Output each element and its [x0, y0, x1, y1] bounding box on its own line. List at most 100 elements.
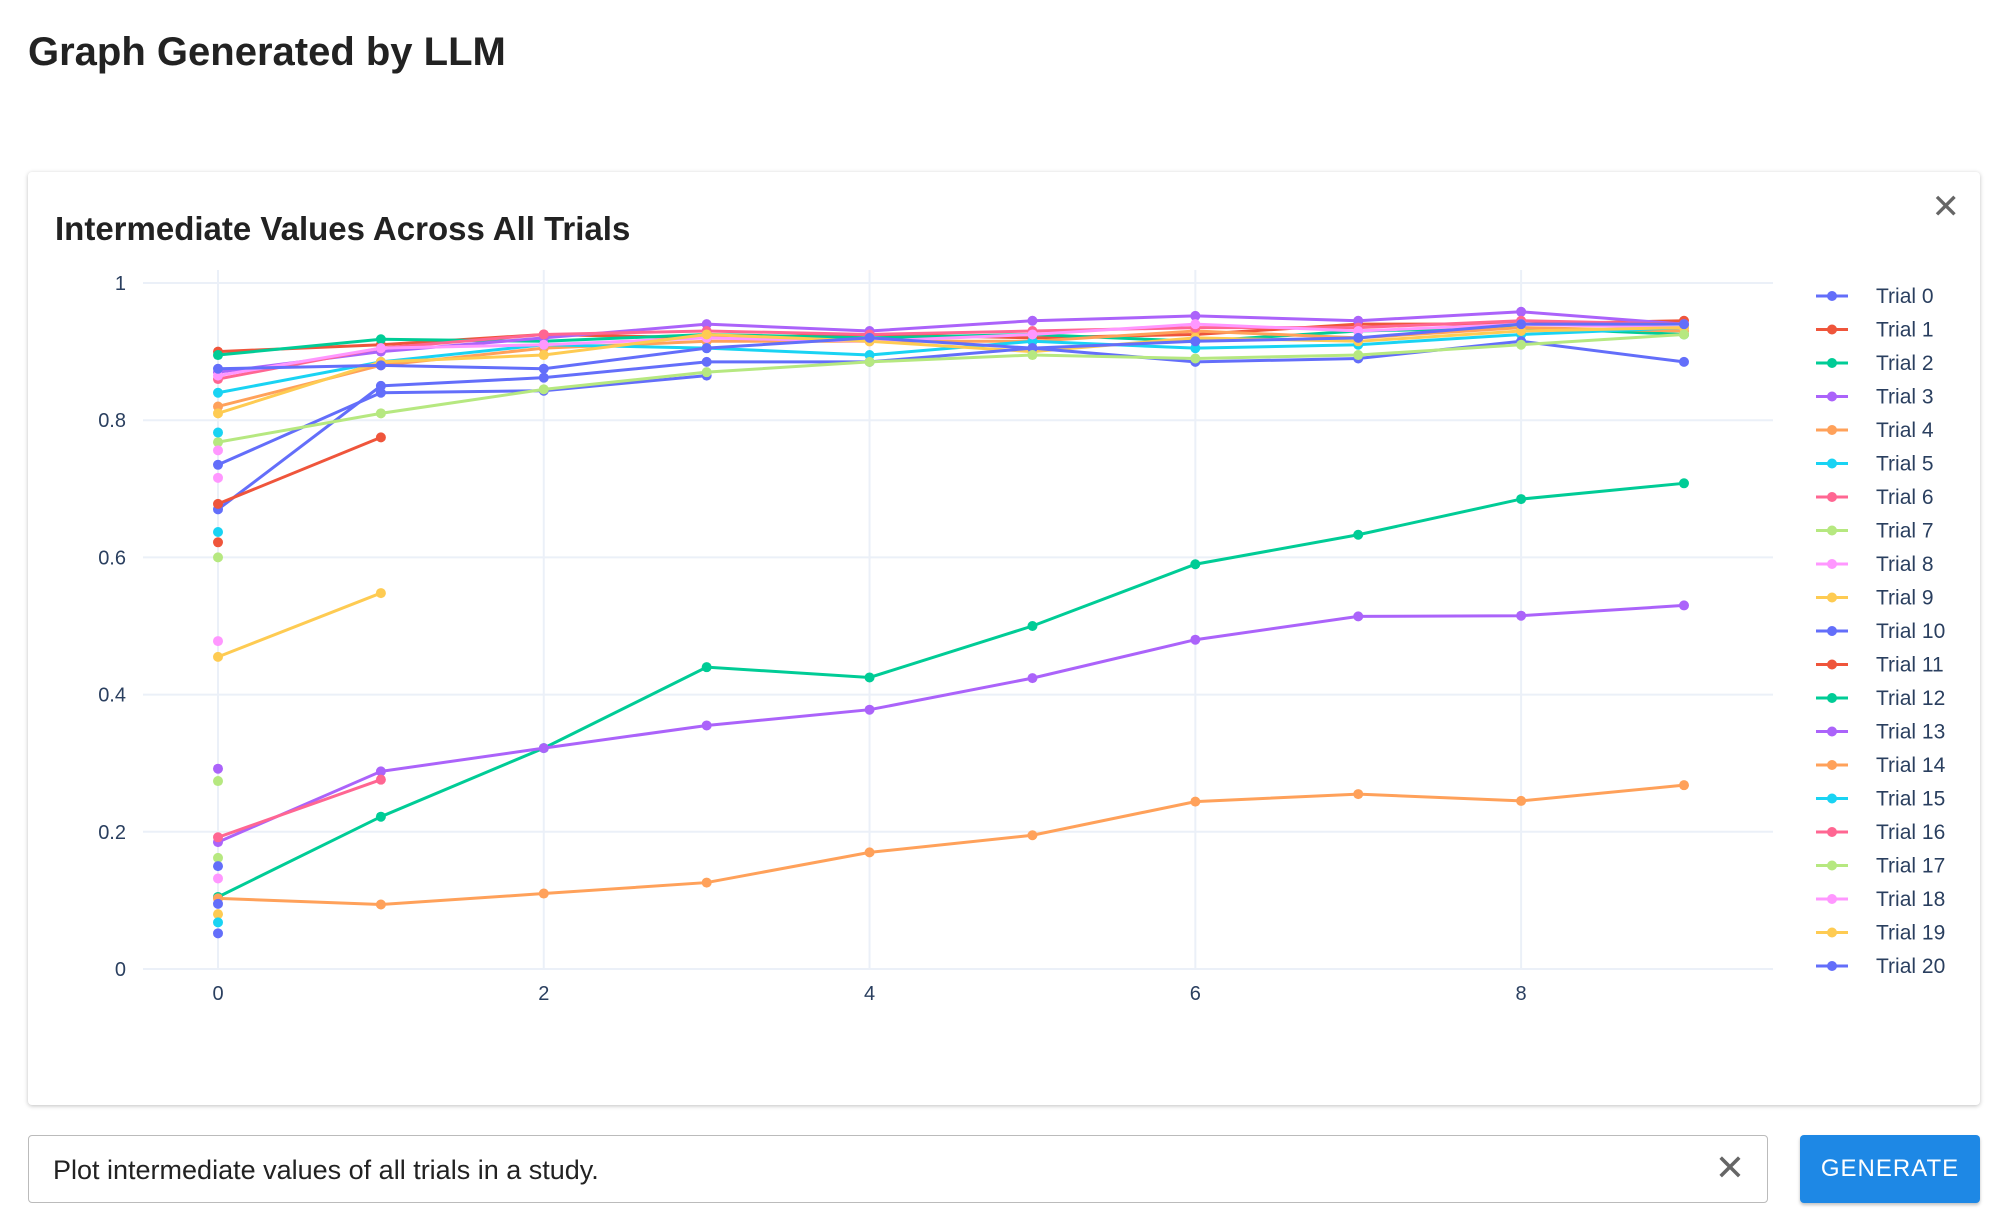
close-icon[interactable]: ✕: [1931, 188, 1961, 226]
legend-item[interactable]: Trial 12: [1816, 687, 1945, 710]
legend-marker-icon: [1827, 827, 1837, 837]
data-point: [375, 774, 386, 785]
series: [213, 427, 223, 438]
legend-label: Trial 15: [1876, 788, 1945, 811]
data-point: [1027, 336, 1038, 347]
legend-item[interactable]: Trial 18: [1816, 888, 1945, 911]
legend-item[interactable]: Trial 2: [1816, 352, 1934, 375]
series: [213, 763, 223, 774]
data-point: [1516, 319, 1527, 330]
legend-marker-icon: [1827, 592, 1837, 603]
legend-label: Trial 18: [1876, 888, 1945, 911]
data-point: [375, 899, 386, 910]
series: [213, 780, 1689, 910]
data-point: [213, 776, 223, 787]
data-point: [1027, 350, 1038, 361]
y-tick-label: 0: [115, 959, 126, 981]
y-tick-label: 0.8: [98, 410, 126, 432]
data-point: [864, 672, 875, 683]
data-point: [1190, 796, 1201, 807]
data-point: [213, 408, 223, 419]
data-point: [1516, 326, 1527, 337]
series-line: [217, 322, 1685, 378]
data-point: [864, 704, 875, 715]
series: [213, 472, 223, 483]
data-point: [213, 472, 223, 483]
data-point: [1353, 789, 1364, 800]
legend-label: Trial 4: [1876, 419, 1934, 442]
legend-label: Trial 9: [1876, 587, 1934, 610]
legend-item[interactable]: Trial 5: [1816, 453, 1934, 476]
legend-marker-icon: [1827, 760, 1837, 770]
data-point: [213, 527, 223, 538]
legend-item[interactable]: Trial 16: [1816, 821, 1945, 844]
x-tick-label: 4: [864, 983, 875, 1005]
legend-item[interactable]: Trial 0: [1816, 285, 1934, 308]
legend-item[interactable]: Trial 14: [1816, 754, 1946, 777]
data-point: [213, 651, 223, 662]
legend-item[interactable]: Trial 15: [1816, 788, 1945, 811]
legend-marker-icon: [1827, 793, 1837, 804]
data-point: [538, 350, 549, 361]
series-line: [217, 435, 382, 506]
legend-marker-icon: [1827, 391, 1837, 402]
legend-marker-icon: [1827, 458, 1837, 469]
data-point: [1679, 319, 1689, 330]
legend-item[interactable]: Trial 3: [1816, 386, 1934, 409]
data-point: [213, 387, 223, 398]
legend-item[interactable]: Trial 6: [1816, 486, 1934, 509]
data-point: [213, 909, 223, 920]
data-point: [1190, 634, 1201, 645]
data-point: [864, 356, 875, 367]
series: [213, 852, 223, 863]
series: [213, 600, 1689, 848]
data-point: [375, 334, 386, 345]
series-line: [217, 326, 1685, 408]
legend-item[interactable]: Trial 4: [1816, 419, 1934, 442]
legend-item[interactable]: Trial 13: [1816, 721, 1945, 744]
legend-item[interactable]: Trial 17: [1816, 855, 1945, 878]
series-line: [217, 326, 1685, 415]
prompt-field[interactable]: ✕: [28, 1135, 1768, 1204]
data-point: [1679, 478, 1689, 489]
legend-marker-icon: [1827, 291, 1837, 301]
data-point: [538, 384, 549, 395]
series: [213, 527, 223, 538]
legend-label: Trial 3: [1876, 386, 1934, 409]
legend-label: Trial 17: [1876, 855, 1945, 878]
legend-label: Trial 12: [1876, 687, 1945, 710]
data-point: [538, 888, 549, 899]
legend-label: Trial 5: [1876, 453, 1934, 476]
data-point: [1353, 350, 1364, 361]
legend-label: Trial 11: [1876, 654, 1944, 677]
data-point: [1679, 780, 1689, 791]
data-point: [213, 552, 223, 563]
legend-item[interactable]: Trial 19: [1816, 922, 1945, 945]
series: [213, 478, 1689, 902]
legend-item[interactable]: Trial 9: [1816, 587, 1934, 610]
legend-item[interactable]: Trial 1: [1816, 319, 1934, 342]
data-point: [213, 350, 223, 361]
legend-item[interactable]: Trial 11: [1816, 654, 1944, 677]
data-point: [538, 339, 549, 350]
legend-label: Trial 2: [1876, 352, 1934, 375]
legend-item[interactable]: Trial 20: [1816, 955, 1945, 978]
close-icon[interactable]: ✕: [1714, 1147, 1745, 1188]
series: [213, 445, 223, 456]
x-tick-label: 6: [1190, 983, 1201, 1005]
series-line: [217, 326, 1685, 395]
legend-item[interactable]: Trial 7: [1816, 520, 1934, 543]
prompt-input[interactable]: [51, 1136, 1705, 1204]
data-point: [213, 427, 223, 438]
series-line: [217, 310, 1685, 374]
series-line: [217, 778, 382, 839]
data-point: [375, 343, 386, 354]
series: [213, 552, 223, 563]
legend-marker-icon: [1827, 693, 1837, 703]
legend-item[interactable]: Trial 8: [1816, 553, 1934, 576]
legend-marker-icon: [1827, 961, 1837, 971]
generate-button[interactable]: GENERATE: [1800, 1135, 1980, 1203]
data-point: [1190, 353, 1201, 364]
legend-item[interactable]: Trial 10: [1816, 620, 1945, 643]
x-tick-label: 8: [1516, 983, 1527, 1005]
